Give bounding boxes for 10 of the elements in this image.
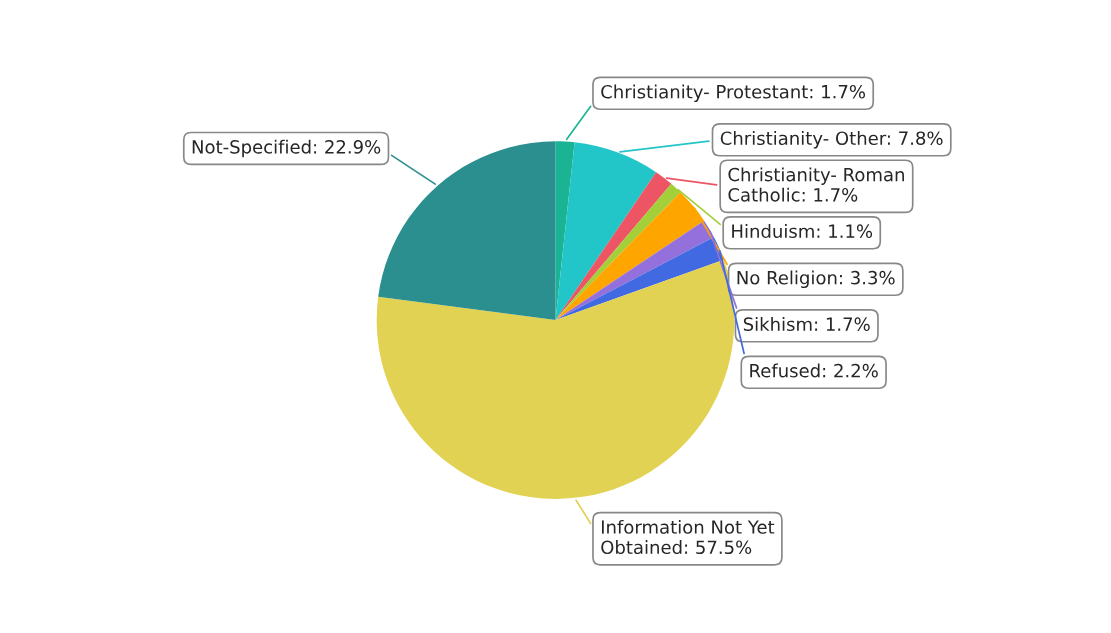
slice-label: Christianity- Roman Catholic: 1.7% bbox=[728, 167, 904, 202]
slice-label: No Religion: 3.3% bbox=[737, 270, 895, 289]
slice-label: Sikhism: 1.7% bbox=[743, 317, 870, 331]
slice-label: Christianity- Other: 7.8% bbox=[720, 131, 943, 149]
slice-label: Refused: 2.2% bbox=[750, 363, 878, 378]
slice-label: Christianity- Protestant: 1.7% bbox=[601, 84, 866, 103]
slice-label: Information Not Yet Obtained: 57.5% bbox=[601, 519, 775, 555]
pie-slice bbox=[555, 141, 575, 321]
slice-label: Hinduism: 1.1% bbox=[732, 224, 873, 239]
slice-label: Not-Specified: 22.9% bbox=[192, 139, 381, 158]
